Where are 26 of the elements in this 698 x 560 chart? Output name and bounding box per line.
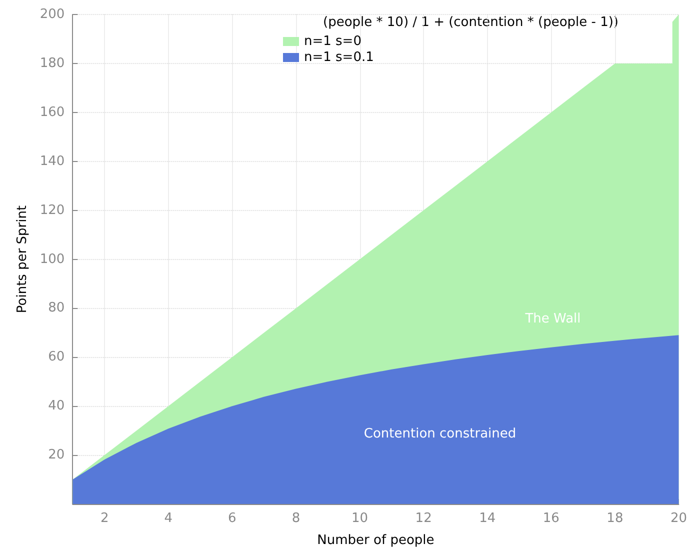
x-tick-label: 6 — [228, 511, 236, 526]
x-axis-title: Number of people — [317, 533, 434, 548]
x-tick-label: 20 — [670, 511, 687, 526]
y-tick-label: 40 — [48, 398, 65, 414]
x-tick-label: 10 — [352, 511, 368, 526]
y-tick-label: 80 — [48, 300, 65, 316]
y-tick-label: 100 — [40, 252, 65, 267]
y-tick-label: 60 — [48, 350, 65, 365]
y-axis-title: Points per Sprint — [15, 205, 30, 314]
x-tick-label: 12 — [415, 511, 432, 526]
y-tick-label: 140 — [40, 154, 65, 169]
y-tick-label: 120 — [40, 202, 65, 218]
x-tick-label: 14 — [479, 511, 496, 526]
legend-label: n=1 s=0 — [304, 34, 362, 49]
y-tick-label: 180 — [40, 56, 65, 71]
x-tick-label: 8 — [292, 511, 300, 526]
y-tick-label: 200 — [40, 7, 65, 22]
annotation: The Wall — [524, 312, 581, 326]
annotation: Contention constrained — [364, 426, 516, 442]
legend-label: n=1 s=0.1 — [304, 50, 374, 65]
y-tick-label: 160 — [40, 104, 65, 120]
x-tick-label: 18 — [606, 511, 624, 526]
y-tick-label: 20 — [48, 448, 65, 463]
x-tick-label: 4 — [164, 511, 173, 526]
x-tick-label: 2 — [100, 511, 109, 526]
x-tick-label: 16 — [542, 511, 560, 526]
